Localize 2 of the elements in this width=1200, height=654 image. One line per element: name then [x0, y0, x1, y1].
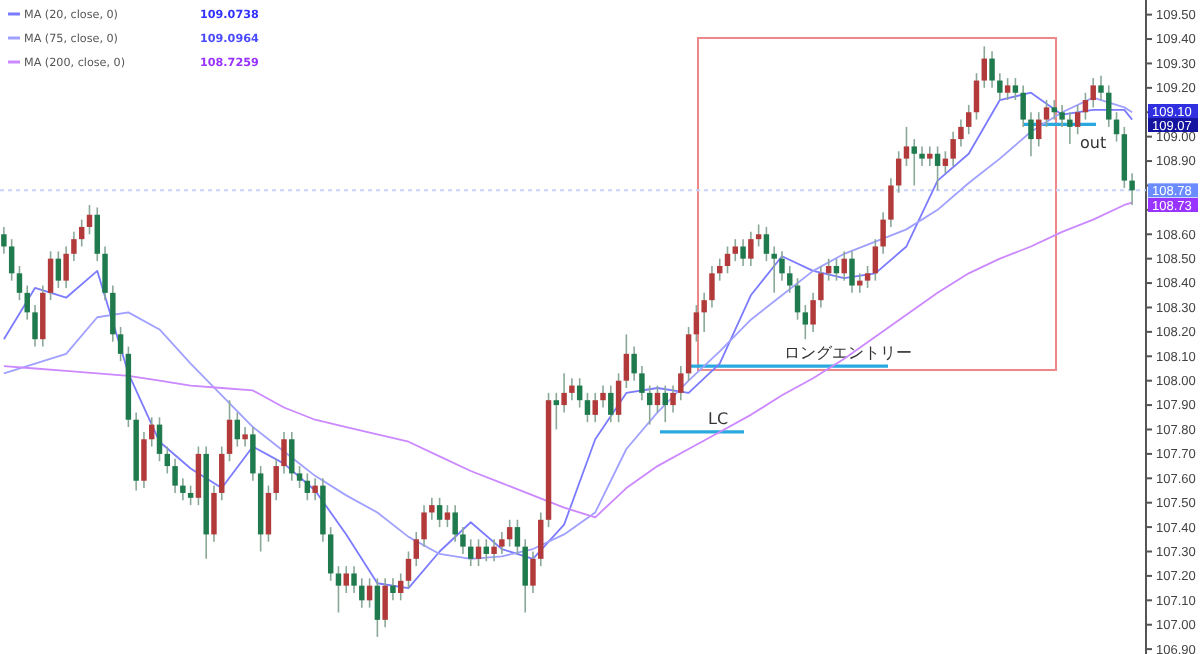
ref-line-label: out — [1080, 134, 1107, 153]
ref-line-label: LC — [708, 409, 729, 428]
